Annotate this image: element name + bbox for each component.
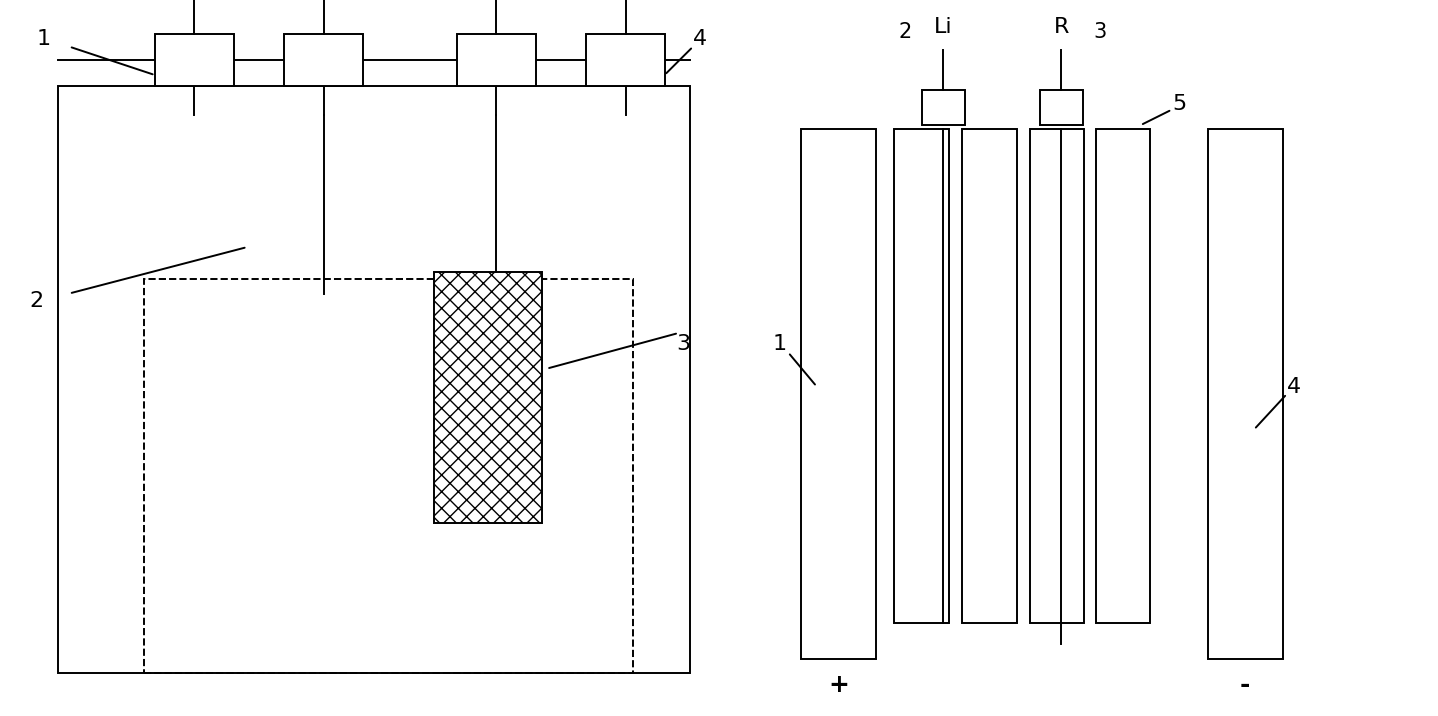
Bar: [283, 34, 362, 86]
Text: +: +: [828, 673, 848, 697]
Bar: [434, 272, 542, 523]
Bar: [1030, 129, 1084, 623]
Bar: [456, 34, 535, 86]
Bar: [1208, 129, 1283, 659]
Bar: [1096, 129, 1150, 623]
Bar: [587, 34, 664, 86]
Bar: [144, 279, 633, 673]
Text: 2: 2: [29, 291, 43, 311]
Bar: [801, 129, 876, 659]
Bar: [922, 90, 965, 125]
Bar: [894, 129, 949, 623]
Text: R: R: [1054, 17, 1068, 37]
Text: Li: Li: [935, 17, 952, 37]
Bar: [1040, 90, 1083, 125]
Text: 5: 5: [1172, 94, 1186, 114]
Text: 3: 3: [676, 334, 690, 354]
Text: -: -: [1240, 673, 1251, 697]
Text: 4: 4: [693, 29, 707, 49]
Text: 1: 1: [36, 29, 50, 49]
Text: 4: 4: [1287, 377, 1301, 397]
Bar: [58, 86, 690, 673]
Text: 1: 1: [772, 334, 787, 354]
Text: 3: 3: [1093, 21, 1106, 42]
Bar: [962, 129, 1017, 623]
Bar: [155, 34, 233, 86]
Text: 2: 2: [899, 21, 912, 42]
